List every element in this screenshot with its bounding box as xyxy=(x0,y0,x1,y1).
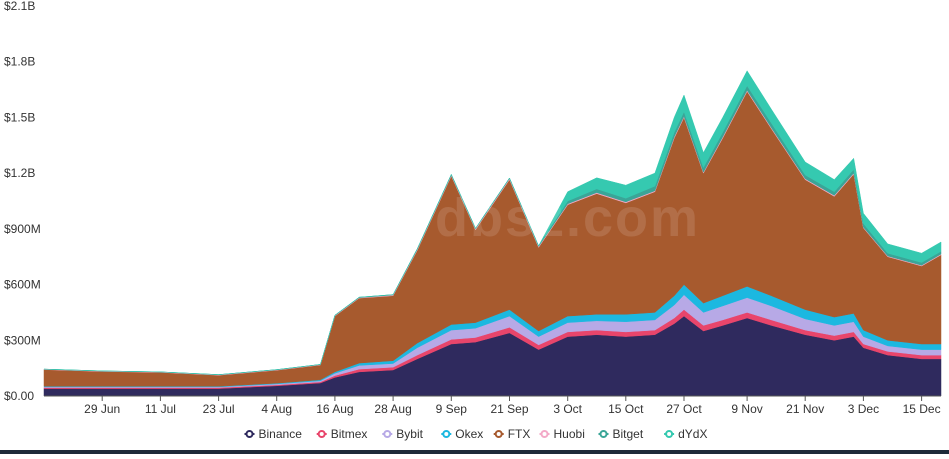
bottom-strip xyxy=(0,450,949,454)
legend-item-dydx[interactable]: dYdX xyxy=(664,427,707,441)
legend-marker xyxy=(540,430,549,438)
x-tick-label: 23 Jul xyxy=(203,402,235,416)
legend-marker xyxy=(665,430,674,438)
x-tick-label: 3 Oct xyxy=(553,402,582,416)
x-axis-ticks: 29 Jun 11 Jul 23 Jul 4 Aug 16 Aug 28 Aug 9 Sep… xyxy=(84,396,941,416)
x-tick-label: 15 Dec xyxy=(903,402,941,416)
legend-label: dYdX xyxy=(678,427,707,441)
legend-label: Bybit xyxy=(396,427,423,441)
legend-label: Okex xyxy=(455,427,483,441)
y-tick-label: $1.2B xyxy=(4,166,35,180)
legend-item-ftx[interactable]: FTX xyxy=(493,427,531,441)
y-tick-label: $1.8B xyxy=(4,55,35,69)
legend-marker xyxy=(383,430,392,438)
x-tick-label: 21 Nov xyxy=(786,402,824,416)
x-tick-label: 9 Sep xyxy=(436,402,468,416)
x-tick-label: 3 Dec xyxy=(848,402,879,416)
area-dydx xyxy=(43,70,942,375)
legend-item-bitmex[interactable]: Bitmex xyxy=(316,427,368,441)
legend-item-huobi[interactable]: Huobi xyxy=(539,427,585,441)
x-tick-label: 16 Aug xyxy=(316,402,353,416)
x-tick-label: 27 Oct xyxy=(666,402,702,416)
y-tick-label: $0.00 xyxy=(4,389,34,403)
legend: Binance Bitmex Bybit Okex FTX Huobi Bitget dYdX xyxy=(244,427,707,441)
legend-item-bybit[interactable]: Bybit xyxy=(382,427,424,441)
y-tick-label: $1.5B xyxy=(4,110,35,124)
x-tick-label: 29 Jun xyxy=(84,402,120,416)
legend-marker xyxy=(442,430,451,438)
x-tick-label: 21 Sep xyxy=(490,402,528,416)
legend-marker xyxy=(494,430,503,438)
legend-item-bitget[interactable]: Bitget xyxy=(598,427,644,441)
legend-item-binance[interactable]: Binance xyxy=(244,427,303,441)
legend-label: Huobi xyxy=(554,427,585,441)
x-tick-label: 9 Nov xyxy=(731,402,762,416)
x-tick-label: 28 Aug xyxy=(374,402,411,416)
legend-label: FTX xyxy=(508,427,531,441)
x-tick-label: 15 Oct xyxy=(608,402,644,416)
watermark: Tdbsz.com xyxy=(400,188,700,248)
y-tick-label: $300M xyxy=(4,333,41,347)
legend-label: Bitmex xyxy=(331,427,368,441)
legend-marker xyxy=(245,430,254,438)
y-axis-ticks: $0.00 $300M $600M $900M $1.2B $1.5B $1.8B $2.1B xyxy=(4,0,41,403)
y-tick-label: $600M xyxy=(4,278,41,292)
legend-marker xyxy=(317,430,326,438)
legend-marker xyxy=(599,430,608,438)
y-tick-label: $2.1B xyxy=(4,0,35,13)
legend-item-okex[interactable]: Okex xyxy=(441,427,483,441)
legend-label: Bitget xyxy=(613,427,644,441)
x-tick-label: 11 Jul xyxy=(145,402,176,416)
y-tick-label: $900M xyxy=(4,222,41,236)
x-tick-label: 4 Aug xyxy=(261,402,292,416)
legend-label: Binance xyxy=(259,427,303,441)
series-areas xyxy=(43,70,942,397)
